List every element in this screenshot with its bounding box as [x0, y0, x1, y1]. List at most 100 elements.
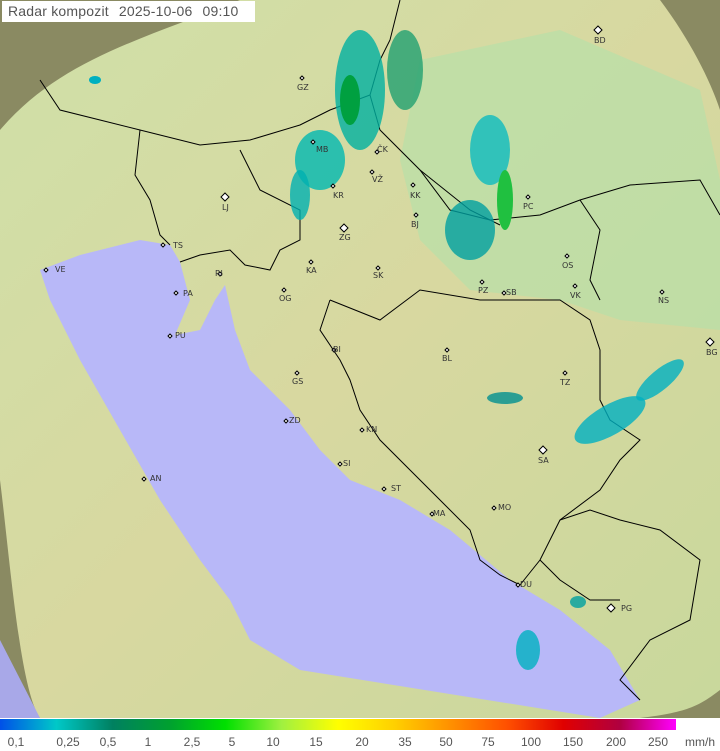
city-marker-pg [606, 603, 616, 613]
city-marker-gs [294, 370, 300, 376]
city-marker-sa [538, 445, 548, 455]
city-marker-bg [705, 337, 715, 347]
city-marker-pu [167, 333, 173, 339]
city-label: LJ [222, 203, 229, 212]
city-marker-pc [525, 194, 531, 200]
city-label: SA [538, 456, 549, 465]
city-marker-sk [375, 265, 381, 271]
city-marker-lj [220, 192, 230, 202]
city-label: VŽ [372, 175, 383, 184]
city-label: BG [706, 348, 718, 357]
city-marker-kn [359, 427, 365, 433]
legend-value: 2,5 [183, 735, 201, 749]
city-markers [43, 25, 715, 613]
legend-value: 0,25 [56, 735, 80, 749]
city-label: RI [215, 269, 223, 278]
city-marker-zd [283, 418, 289, 424]
title-label: Radar kompozit [8, 3, 109, 19]
city-marker-čk [374, 149, 380, 155]
city-label: SI [343, 459, 351, 468]
city-label: ZD [289, 416, 301, 425]
city-marker-tz [562, 370, 568, 376]
precipitation-legend-bar [0, 719, 676, 730]
city-label: TZ [560, 378, 571, 387]
legend-unit: mm/h [685, 735, 715, 749]
city-label: ST [391, 484, 401, 493]
city-marker-ka [308, 259, 314, 265]
city-label: BD [594, 36, 606, 45]
city-marker-mb [310, 139, 316, 145]
city-label: KR [333, 191, 344, 200]
city-marker-og [281, 287, 287, 293]
city-marker-ts [160, 242, 166, 248]
city-label: SK [373, 271, 384, 280]
city-marker-kk [410, 182, 416, 188]
city-marker-bi [331, 347, 337, 353]
city-label: OS [562, 261, 574, 270]
city-label: NS [658, 296, 670, 305]
city-marker-os [564, 253, 570, 259]
city-marker-ve [43, 267, 49, 273]
title-date: 2025-10-06 [118, 3, 193, 19]
city-label: KA [306, 266, 317, 275]
legend-value: 35 [398, 735, 412, 749]
legend-value: 0,5 [99, 735, 117, 749]
city-marker-sb [501, 290, 507, 296]
city-marker-du [515, 582, 521, 588]
city-label: PZ [478, 286, 489, 295]
precipitation-legend-labels: 0,1 0,25 0,5 1 2,5 5 10 15 20 35 50 75 100 150 200 250 m… [0, 733, 720, 751]
city-marker-gz [299, 75, 305, 81]
city-label: BL [442, 354, 452, 363]
city-label: BI [333, 345, 341, 354]
city-label: PU [175, 331, 186, 340]
city-marker-bj [413, 212, 419, 218]
radar-map[interactable] [0, 0, 720, 718]
city-label: ZG [339, 233, 351, 242]
legend-value: 250 [647, 735, 669, 749]
city-marker-zg [339, 223, 349, 233]
city-marker-bd [593, 25, 603, 35]
city-label: PA [183, 289, 193, 298]
city-label: GZ [297, 83, 309, 92]
legend-value: 15 [309, 735, 323, 749]
legend-value: 75 [481, 735, 495, 749]
city-label: OG [279, 294, 292, 303]
city-marker-vž [369, 169, 375, 175]
city-label: VK [570, 291, 581, 300]
city-marker-st [381, 486, 387, 492]
city-label: MA [433, 509, 446, 518]
city-marker-pa [173, 290, 179, 296]
city-label: PC [523, 202, 534, 211]
city-label: KK [410, 191, 421, 200]
city-label: VE [55, 265, 66, 274]
legend-value: 200 [605, 735, 627, 749]
legend-value: 5 [228, 735, 236, 749]
city-label: BJ [411, 220, 419, 229]
city-label: SB [506, 288, 517, 297]
city-marker-bl [444, 347, 450, 353]
city-marker-vk [572, 283, 578, 289]
city-marker-ri [217, 271, 223, 277]
legend-value: 10 [266, 735, 280, 749]
city-marker-an [141, 476, 147, 482]
city-label: GS [292, 377, 304, 386]
city-marker-mo [491, 505, 497, 511]
legend-value: 0,1 [7, 735, 25, 749]
legend-value: 50 [439, 735, 453, 749]
map-title: Radar kompozit 2025-10-06 09:10 [2, 1, 255, 22]
city-label: DU [520, 580, 533, 589]
adriatic-sea [40, 240, 640, 718]
radar-precipitation [89, 30, 684, 670]
city-label: PG [621, 604, 633, 613]
city-label: KN [366, 425, 378, 434]
city-label: ČK [377, 145, 388, 154]
city-marker-si [337, 461, 343, 467]
city-marker-pz [479, 279, 485, 285]
legend-value: 1 [144, 735, 152, 749]
legend-value: 100 [520, 735, 542, 749]
ionian-corner [0, 640, 40, 718]
title-time: 09:10 [202, 3, 239, 19]
city-marker-ma [429, 511, 435, 517]
city-label: TS [173, 241, 183, 250]
